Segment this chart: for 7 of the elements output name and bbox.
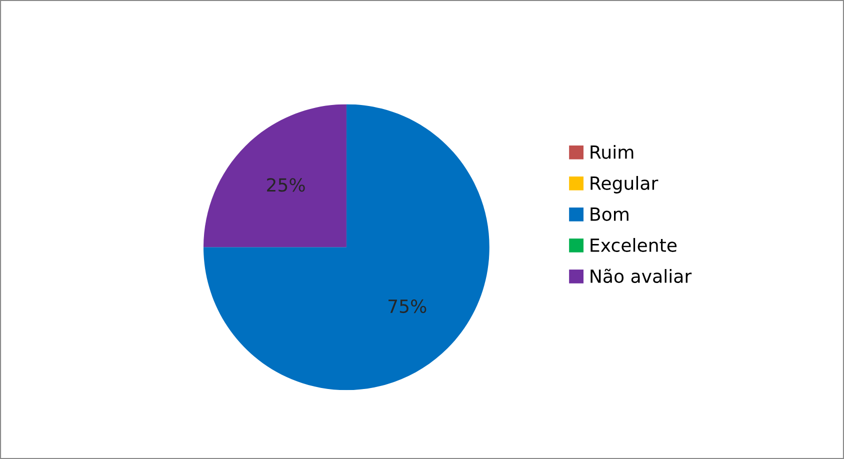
legend-label: Excelente xyxy=(590,238,677,252)
legend-label: Não avaliar xyxy=(590,268,692,283)
legend-label: Bom xyxy=(590,208,628,221)
legend-label: Regular xyxy=(590,176,658,194)
data-label: 25% xyxy=(267,178,305,192)
data-label: 75% xyxy=(388,299,426,314)
legend-label: Ruim xyxy=(590,144,634,159)
